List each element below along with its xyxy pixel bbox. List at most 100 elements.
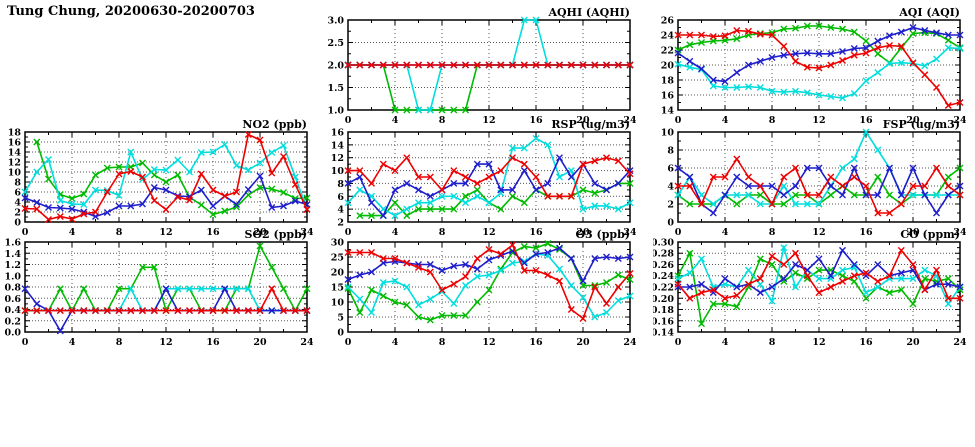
svg-text:12: 12 <box>482 227 495 238</box>
svg-text:4: 4 <box>722 227 729 238</box>
svg-text:0.2: 0.2 <box>4 316 21 327</box>
svg-text:16: 16 <box>859 115 873 126</box>
svg-text:16: 16 <box>206 227 220 238</box>
svg-text:24: 24 <box>623 227 636 238</box>
svg-text:0.4: 0.4 <box>4 305 21 316</box>
svg-text:4: 4 <box>392 337 399 348</box>
svg-text:8: 8 <box>667 146 674 157</box>
svg-text:20: 20 <box>906 227 920 238</box>
svg-text:1.6: 1.6 <box>4 238 21 249</box>
svg-text:8: 8 <box>769 227 776 238</box>
svg-text:20: 20 <box>576 115 590 126</box>
svg-text:4: 4 <box>722 115 729 126</box>
svg-text:4: 4 <box>69 227 76 238</box>
chart-aqi: 14 16 18 20 22 24 26 0 4 8 12 16 20 24 AQI (AQI) <box>653 6 967 128</box>
chart-fsp: 0 2 4 6 8 10 0 4 8 12 16 20 24 FSP (ug/m3) <box>653 118 967 240</box>
svg-text:10: 10 <box>661 128 675 139</box>
svg-text:12: 12 <box>159 337 172 348</box>
svg-text:0.6: 0.6 <box>4 294 21 305</box>
svg-text:14: 14 <box>661 106 675 117</box>
svg-text:12: 12 <box>812 227 825 238</box>
svg-text:15: 15 <box>331 283 344 294</box>
svg-text:16: 16 <box>529 115 543 126</box>
chart-canvas-co: 0.140.160.180.200.220.240.260.280.300 4 8 1… <box>651 228 967 348</box>
svg-text:12: 12 <box>812 115 825 126</box>
chart-canvas-aqhi: 1.0 1.5 2.0 2.5 3.0 0 4 8 12 16 20 24 AQHI (AQHI) <box>327 6 637 126</box>
svg-text:2: 2 <box>14 208 21 219</box>
svg-text:2: 2 <box>337 218 344 229</box>
svg-text:1.4: 1.4 <box>4 249 21 260</box>
svg-text:18: 18 <box>8 128 22 139</box>
svg-text:20: 20 <box>906 337 920 348</box>
chart-rsp: 2 4 6 8 10 12 14 16 0 4 8 12 16 20 24 RSP (ug/m3) <box>323 118 637 240</box>
svg-text:O3 (ppb): O3 (ppb) <box>575 228 630 241</box>
svg-text:8: 8 <box>439 227 446 238</box>
svg-text:NO2 (ppb): NO2 (ppb) <box>242 118 307 131</box>
svg-text:24: 24 <box>661 31 675 42</box>
svg-text:0: 0 <box>345 227 352 238</box>
svg-text:20: 20 <box>331 268 345 279</box>
svg-text:4: 4 <box>392 115 399 126</box>
svg-text:24: 24 <box>623 337 636 348</box>
svg-text:16: 16 <box>8 138 22 149</box>
svg-text:FSP (ug/m3): FSP (ug/m3) <box>883 118 960 131</box>
svg-text:4: 4 <box>722 337 729 348</box>
svg-text:0: 0 <box>22 227 29 238</box>
svg-text:24: 24 <box>953 227 966 238</box>
svg-text:8: 8 <box>337 179 344 190</box>
svg-text:25: 25 <box>331 253 344 264</box>
svg-text:24: 24 <box>953 115 966 126</box>
svg-text:AQI (AQI): AQI (AQI) <box>898 6 960 19</box>
svg-text:0.30: 0.30 <box>653 238 674 249</box>
svg-text:12: 12 <box>482 337 495 348</box>
svg-text:24: 24 <box>623 115 636 126</box>
svg-text:0: 0 <box>667 218 674 229</box>
svg-text:12: 12 <box>331 153 344 164</box>
svg-text:0: 0 <box>345 337 352 348</box>
svg-text:0.18: 0.18 <box>653 305 674 316</box>
svg-text:0.16: 0.16 <box>653 316 674 327</box>
svg-text:10: 10 <box>8 168 22 179</box>
svg-text:24: 24 <box>300 227 313 238</box>
svg-text:RSP (ug/m3): RSP (ug/m3) <box>551 118 630 131</box>
svg-text:0.14: 0.14 <box>653 328 674 339</box>
svg-text:24: 24 <box>300 337 313 348</box>
svg-text:16: 16 <box>859 227 873 238</box>
svg-text:0.0: 0.0 <box>4 328 21 339</box>
svg-text:18: 18 <box>661 76 675 87</box>
svg-text:0: 0 <box>337 328 344 339</box>
svg-text:14: 14 <box>331 140 345 151</box>
svg-text:10: 10 <box>331 298 345 309</box>
chart-co: 0.14 0.16 0.18 0.20 0.22 0.24 0.26 0.28 0.30 0 4 8 1… <box>651 228 967 350</box>
svg-text:4: 4 <box>69 337 76 348</box>
svg-text:16: 16 <box>529 337 543 348</box>
svg-text:8: 8 <box>439 337 446 348</box>
svg-text:0: 0 <box>345 115 352 126</box>
svg-text:12: 12 <box>812 337 825 348</box>
svg-text:16: 16 <box>661 91 675 102</box>
svg-text:0.22: 0.22 <box>653 283 674 294</box>
svg-text:0.20: 0.20 <box>653 294 674 305</box>
svg-text:1.0: 1.0 <box>327 106 344 117</box>
svg-text:20: 20 <box>253 337 267 348</box>
svg-text:20: 20 <box>253 227 267 238</box>
page-title: Tung Chung, 20200630-20200703 <box>7 4 255 19</box>
svg-text:1.0: 1.0 <box>4 271 21 282</box>
svg-text:10: 10 <box>331 166 345 177</box>
svg-text:24: 24 <box>953 337 966 348</box>
svg-text:16: 16 <box>331 128 345 139</box>
chart-canvas-aqi: 14 16 18 20 22 24 26 0 4 8 12 16 20 24 AQI (AQI) <box>661 6 967 126</box>
svg-text:16: 16 <box>859 337 873 348</box>
svg-text:8: 8 <box>769 115 776 126</box>
svg-text:8: 8 <box>116 337 123 348</box>
svg-text:0.8: 0.8 <box>4 283 21 294</box>
svg-text:0.26: 0.26 <box>653 260 674 271</box>
svg-text:0.28: 0.28 <box>653 249 674 260</box>
svg-text:0: 0 <box>22 337 29 348</box>
svg-text:4: 4 <box>337 205 344 216</box>
svg-text:30: 30 <box>331 238 345 249</box>
svg-text:1.2: 1.2 <box>4 260 21 271</box>
